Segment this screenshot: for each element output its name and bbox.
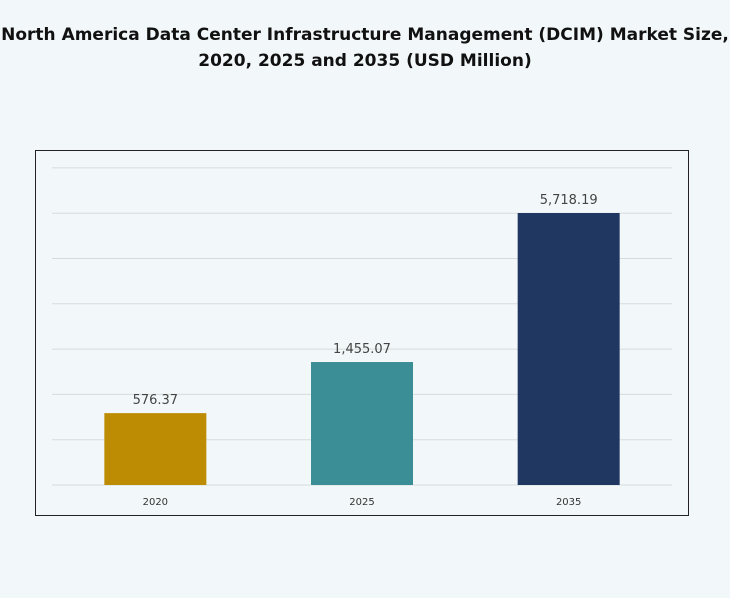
- x-tick-label-2035: 2035: [556, 497, 581, 508]
- x-tick-label-2025: 2025: [349, 497, 374, 508]
- chart-frame: [35, 150, 689, 516]
- bar-2020: [104, 413, 207, 485]
- chart-title-line-1: North America Data Center Infrastructure…: [1, 25, 729, 45]
- data-label-2035: 5,718.19: [540, 193, 598, 208]
- bar-2035: [517, 213, 620, 485]
- data-label-2020: 576.37: [133, 393, 179, 408]
- data-label-2025: 1,455.07: [333, 342, 391, 357]
- chart-title: North America Data Center Infrastructure…: [0, 22, 730, 74]
- chart-title-line-2: 2020, 2025 and 2035 (USD Million): [198, 51, 532, 71]
- bar-2025: [311, 362, 413, 485]
- x-tick-label-2020: 2020: [143, 497, 168, 508]
